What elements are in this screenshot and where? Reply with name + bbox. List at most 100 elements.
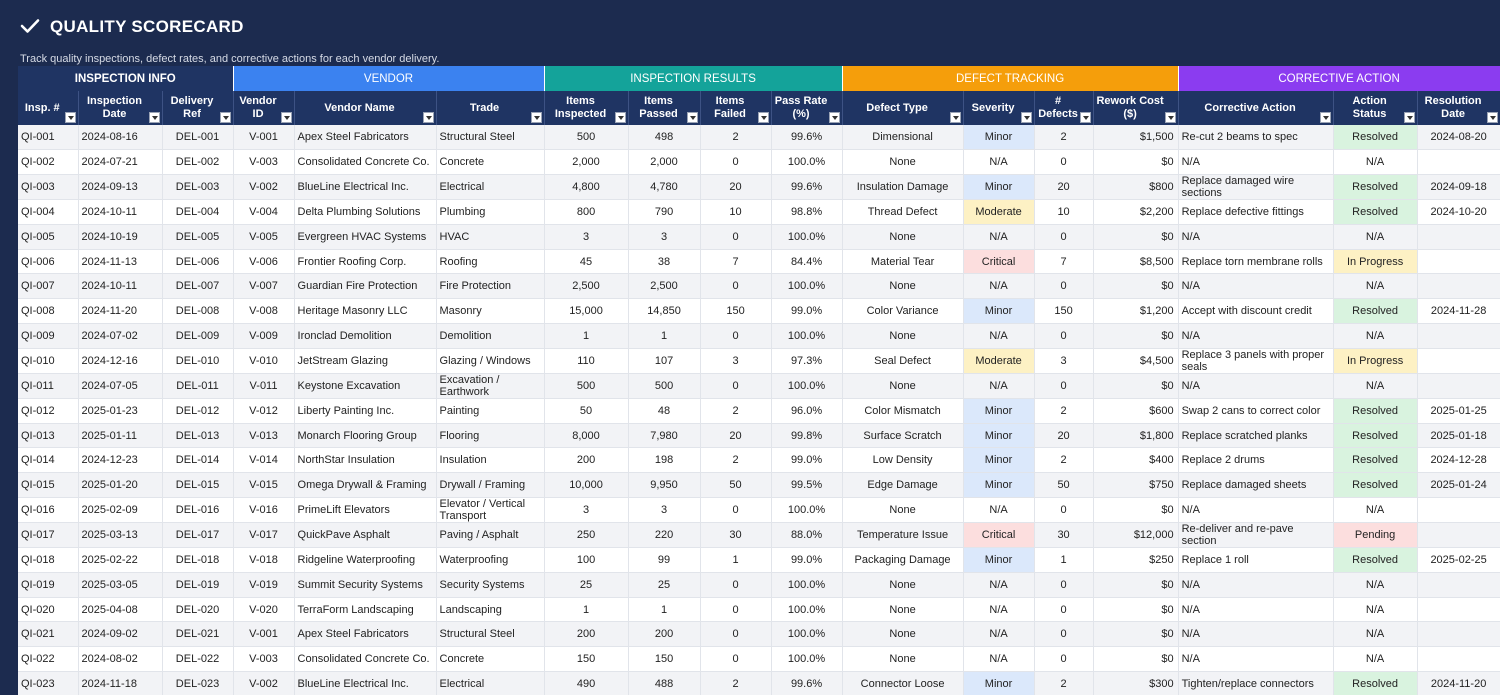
cell-rdate[interactable] xyxy=(1417,646,1500,673)
cell-vendor[interactable]: NorthStar Insulation xyxy=(294,447,437,474)
cell-action[interactable]: N/A xyxy=(1178,224,1334,250)
cell-del[interactable]: DEL-015 xyxy=(162,472,234,499)
cell-action[interactable]: N/A xyxy=(1178,597,1334,623)
cell-rdate[interactable] xyxy=(1417,348,1500,374)
cell-failed[interactable]: 0 xyxy=(700,621,772,648)
cell-insp[interactable]: 1 xyxy=(544,597,629,623)
cell-passed[interactable]: 220 xyxy=(628,522,701,549)
cell-rdate[interactable]: 2024-11-20 xyxy=(1417,671,1500,695)
cell-cost[interactable]: $0 xyxy=(1093,572,1179,598)
cell-dtype[interactable]: Surface Scratch xyxy=(842,423,964,449)
column-header-cost[interactable]: Rework Cost ($) xyxy=(1093,91,1179,125)
cell-dtype[interactable]: Packaging Damage xyxy=(842,547,964,573)
cell-del[interactable]: DEL-013 xyxy=(162,423,234,449)
scorecard-sheet[interactable]: INSPECTION INFO VENDOR INSPECTION RESULTS D… xyxy=(18,66,1500,695)
cell-dtype[interactable]: None xyxy=(842,149,964,176)
cell-cost[interactable]: $0 xyxy=(1093,224,1179,250)
cell-trade[interactable]: Glazing / Windows xyxy=(436,348,545,374)
cell-rate[interactable]: 97.3% xyxy=(771,348,843,374)
cell-insp[interactable]: 2,500 xyxy=(544,273,629,300)
cell-sev[interactable]: Minor xyxy=(963,547,1035,573)
cell-insp[interactable]: 10,000 xyxy=(544,472,629,499)
cell-del[interactable]: DEL-009 xyxy=(162,323,234,349)
cell-date[interactable]: 2025-01-20 xyxy=(78,472,163,499)
cell-dtype[interactable]: Dimensional xyxy=(842,125,964,151)
cell-insp[interactable]: 200 xyxy=(544,621,629,648)
cell-rdate[interactable] xyxy=(1417,621,1500,648)
cell-failed[interactable]: 0 xyxy=(700,497,772,524)
cell-rate[interactable]: 100.0% xyxy=(771,597,843,623)
cell-failed[interactable]: 20 xyxy=(700,423,772,449)
cell-passed[interactable]: 198 xyxy=(628,447,701,474)
cell-ndef[interactable]: 2 xyxy=(1034,125,1094,151)
cell-ndef[interactable]: 0 xyxy=(1034,621,1094,648)
cell-status[interactable]: Pending xyxy=(1333,522,1418,549)
column-header-date[interactable]: Inspection Date xyxy=(78,91,163,125)
cell-vid[interactable]: V-002 xyxy=(233,174,295,201)
cell-dtype[interactable]: None xyxy=(842,323,964,349)
cell-rdate[interactable] xyxy=(1417,572,1500,598)
cell-sev[interactable]: N/A xyxy=(963,323,1035,349)
cell-vendor[interactable]: Omega Drywall & Framing xyxy=(294,472,437,499)
cell-del[interactable]: DEL-017 xyxy=(162,522,234,549)
cell-insp[interactable]: 50 xyxy=(544,398,629,424)
cell-ndef[interactable]: 2 xyxy=(1034,671,1094,695)
filter-dropdown-icon[interactable] xyxy=(949,112,961,123)
cell-action[interactable]: N/A xyxy=(1178,323,1334,349)
cell-action[interactable]: N/A xyxy=(1178,373,1334,399)
cell-failed[interactable]: 1 xyxy=(700,547,772,573)
cell-ndef[interactable]: 0 xyxy=(1034,224,1094,250)
cell-insp[interactable]: 110 xyxy=(544,348,629,374)
cell-ndef[interactable]: 0 xyxy=(1034,572,1094,598)
cell-ndef[interactable]: 0 xyxy=(1034,323,1094,349)
cell-vendor[interactable]: Monarch Flooring Group xyxy=(294,423,437,449)
cell-ndef[interactable]: 0 xyxy=(1034,373,1094,399)
cell-rate[interactable]: 100.0% xyxy=(771,373,843,399)
cell-failed[interactable]: 0 xyxy=(700,149,772,176)
cell-vendor[interactable]: PrimeLift Elevators xyxy=(294,497,437,524)
cell-status[interactable]: N/A xyxy=(1333,273,1418,300)
cell-id[interactable]: QI-006 xyxy=(18,249,79,275)
cell-status[interactable]: In Progress xyxy=(1333,249,1418,275)
cell-passed[interactable]: 200 xyxy=(628,621,701,648)
cell-cost[interactable]: $250 xyxy=(1093,547,1179,573)
cell-vendor[interactable]: QuickPave Asphalt xyxy=(294,522,437,549)
cell-del[interactable]: DEL-011 xyxy=(162,373,234,399)
cell-vid[interactable]: V-006 xyxy=(233,249,295,275)
cell-status[interactable]: Resolved xyxy=(1333,547,1418,573)
cell-vendor[interactable]: Guardian Fire Protection xyxy=(294,273,437,300)
filter-dropdown-icon[interactable] xyxy=(219,112,231,123)
cell-status[interactable]: N/A xyxy=(1333,224,1418,250)
cell-sev[interactable]: N/A xyxy=(963,621,1035,648)
cell-failed[interactable]: 50 xyxy=(700,472,772,499)
cell-passed[interactable]: 2,500 xyxy=(628,273,701,300)
cell-cost[interactable]: $800 xyxy=(1093,174,1179,201)
cell-id[interactable]: QI-005 xyxy=(18,224,79,250)
cell-sev[interactable]: N/A xyxy=(963,373,1035,399)
cell-del[interactable]: DEL-019 xyxy=(162,572,234,598)
cell-vendor[interactable]: Consolidated Concrete Co. xyxy=(294,646,437,673)
cell-status[interactable]: Resolved xyxy=(1333,472,1418,499)
cell-ndef[interactable]: 150 xyxy=(1034,298,1094,325)
cell-cost[interactable]: $1,800 xyxy=(1093,423,1179,449)
cell-vid[interactable]: V-017 xyxy=(233,522,295,549)
cell-cost[interactable]: $0 xyxy=(1093,646,1179,673)
cell-cost[interactable]: $2,200 xyxy=(1093,199,1179,225)
cell-vendor[interactable]: Frontier Roofing Corp. xyxy=(294,249,437,275)
cell-id[interactable]: QI-015 xyxy=(18,472,79,499)
cell-rate[interactable]: 100.0% xyxy=(771,646,843,673)
cell-action[interactable]: Re-cut 2 beams to spec xyxy=(1178,125,1334,151)
cell-date[interactable]: 2024-07-21 xyxy=(78,149,163,176)
cell-passed[interactable]: 790 xyxy=(628,199,701,225)
cell-failed[interactable]: 0 xyxy=(700,646,772,673)
cell-rdate[interactable] xyxy=(1417,522,1500,549)
cell-trade[interactable]: Drywall / Framing xyxy=(436,472,545,499)
cell-sev[interactable]: Minor xyxy=(963,472,1035,499)
cell-rdate[interactable] xyxy=(1417,597,1500,623)
cell-ndef[interactable]: 0 xyxy=(1034,597,1094,623)
cell-passed[interactable]: 2,000 xyxy=(628,149,701,176)
cell-rdate[interactable]: 2024-09-18 xyxy=(1417,174,1500,201)
cell-insp[interactable]: 490 xyxy=(544,671,629,695)
cell-id[interactable]: QI-010 xyxy=(18,348,79,374)
cell-del[interactable]: DEL-008 xyxy=(162,298,234,325)
